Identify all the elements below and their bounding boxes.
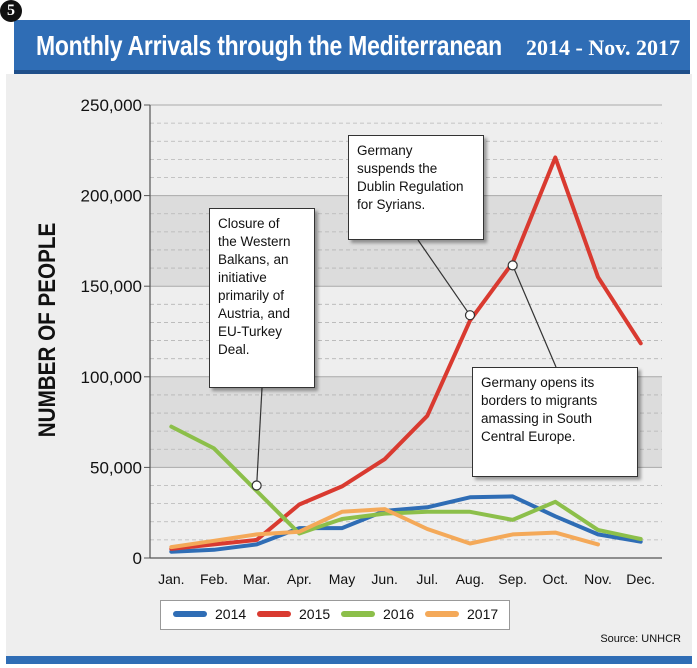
y-tick-label-50000: 50,000: [90, 458, 142, 477]
marker-borders: [507, 260, 518, 271]
leader-dublin: [417, 239, 471, 316]
annotation-markers: [251, 260, 518, 491]
x-tick-label-5: Jun.: [371, 571, 397, 587]
x-tick-label-8: Sep.: [498, 571, 527, 587]
legend: 2014 2015 2016 2017: [160, 600, 510, 630]
x-tick-label-2: Mar.: [243, 571, 270, 587]
legend-label-2015: 2015: [299, 606, 331, 622]
figure-number-badge: 5: [0, 0, 22, 22]
y-tick-label-200000: 200,000: [81, 187, 142, 206]
series-line-2017: [169, 507, 600, 550]
x-tick-label-11: Dec.: [626, 571, 655, 587]
y-tick-label-100000: 100,000: [81, 368, 142, 387]
y-tick-label-0: 0: [133, 549, 142, 568]
x-tick-label-3: Apr.: [287, 571, 312, 587]
legend-swatch-2015: [257, 611, 291, 617]
annotation-borders: Germany opens its borders to migrants am…: [472, 367, 638, 477]
x-tick-label-6: Jul.: [416, 571, 438, 587]
leader-borders: [512, 265, 557, 368]
source-credit: Source: UNHCR: [600, 633, 681, 645]
legend-swatch-2014: [173, 611, 207, 617]
annotation-balkans: Closure of the Western Balkans, an initi…: [209, 208, 315, 388]
legend-label-2017: 2017: [467, 606, 499, 622]
series-lines: [169, 155, 643, 554]
y-tick-label-150000: 150,000: [81, 277, 142, 296]
series-line-2014: [169, 494, 643, 554]
chart-title: Monthly Arrivals through the Mediterrane…: [36, 30, 502, 61]
x-tick-label-9: Oct.: [542, 571, 568, 587]
title-banner: Monthly Arrivals through the Mediterrane…: [14, 20, 690, 74]
annotation-leaders: [256, 239, 557, 486]
legend-label-2014: 2014: [215, 606, 247, 622]
marker-dublin: [464, 310, 476, 321]
y-tick-label-250000: 250,000: [81, 96, 142, 115]
legend-label-2016: 2016: [383, 606, 415, 622]
x-tick-label-10: Nov.: [584, 571, 612, 587]
marker-balkans: [251, 480, 262, 491]
legend-swatch-2016: [341, 611, 375, 617]
legend-swatch-2017: [425, 611, 459, 617]
series-line-2016: [169, 424, 643, 541]
x-tick-label-0: Jan.: [158, 571, 184, 587]
chart-subtitle: 2014 - Nov. 2017: [526, 35, 680, 60]
x-tick-label-1: Feb.: [200, 571, 228, 587]
bottom-accent-bar: [6, 656, 692, 664]
series-line-2015: [169, 155, 643, 551]
x-tick-label-7: Aug.: [456, 571, 485, 587]
leader-balkans: [256, 387, 263, 486]
x-tick-label-4: May: [329, 571, 355, 587]
axes: 0 50,000 100,000 150,000 200,000 250,000 Jan. F…: [81, 96, 662, 587]
annotation-dublin: Germany suspends the Dublin Regulation f…: [348, 135, 484, 240]
